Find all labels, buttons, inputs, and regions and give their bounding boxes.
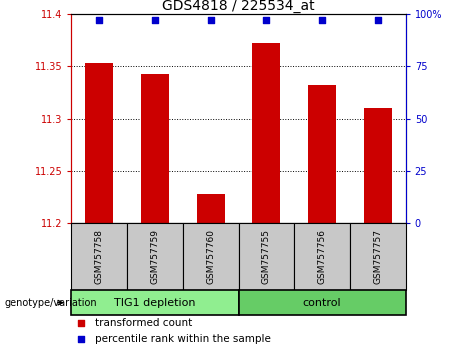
Bar [253, 44, 280, 223]
Text: TIG1 depletion: TIG1 depletion [114, 298, 196, 308]
FancyBboxPatch shape [294, 223, 350, 290]
Text: control: control [303, 298, 342, 308]
FancyBboxPatch shape [71, 223, 127, 290]
FancyBboxPatch shape [238, 223, 294, 290]
FancyBboxPatch shape [238, 290, 406, 315]
Bar [141, 74, 169, 223]
Point [263, 18, 270, 23]
Point [78, 320, 85, 326]
Bar [364, 108, 392, 223]
FancyBboxPatch shape [350, 223, 406, 290]
Text: GSM757756: GSM757756 [318, 229, 327, 284]
FancyBboxPatch shape [127, 223, 183, 290]
Point [374, 18, 382, 23]
FancyBboxPatch shape [71, 290, 238, 315]
Text: GSM757760: GSM757760 [206, 229, 215, 284]
Text: percentile rank within the sample: percentile rank within the sample [95, 334, 271, 344]
Text: GSM757757: GSM757757 [373, 229, 382, 284]
Text: GSM757755: GSM757755 [262, 229, 271, 284]
Point [319, 18, 326, 23]
Point [78, 336, 85, 342]
Point [95, 18, 103, 23]
Point [151, 18, 159, 23]
Text: GSM757758: GSM757758 [95, 229, 104, 284]
Bar [197, 194, 225, 223]
Title: GDS4818 / 225534_at: GDS4818 / 225534_at [162, 0, 315, 13]
Text: GSM757759: GSM757759 [150, 229, 160, 284]
Bar [308, 85, 336, 223]
FancyBboxPatch shape [183, 223, 238, 290]
Point [207, 18, 214, 23]
Bar [85, 63, 113, 223]
Text: genotype/variation: genotype/variation [5, 298, 97, 308]
Text: transformed count: transformed count [95, 318, 192, 328]
